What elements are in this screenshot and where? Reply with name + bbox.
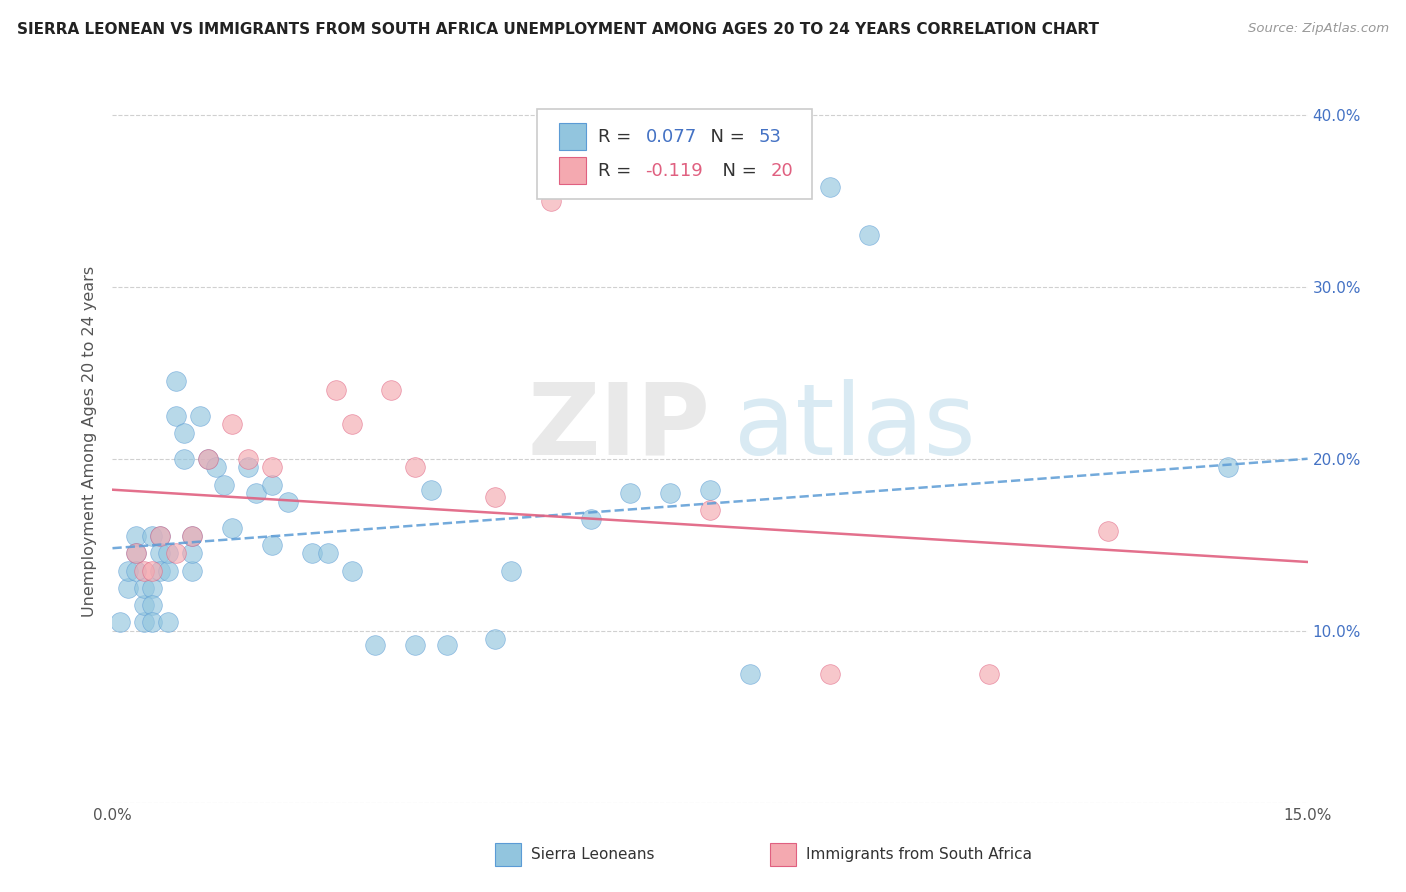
Point [188,409,211,423]
Text: SIERRA LEONEAN VS IMMIGRANTS FROM SOUTH AFRICA UNEMPLOYMENT AMONG AGES 20 TO 24 : SIERRA LEONEAN VS IMMIGRANTS FROM SOUTH … [17,22,1099,37]
Text: N =: N = [711,161,762,179]
Point [205,460,228,475]
Point [1216,460,1239,475]
Point [110,615,132,630]
Point [149,564,172,578]
Point [420,483,443,497]
Bar [495,843,522,866]
Text: -0.119: -0.119 [645,161,703,179]
Point [149,529,172,543]
Point [134,581,156,595]
Point [1097,524,1119,538]
Point [197,451,219,466]
Point [659,486,682,500]
Point [221,417,243,432]
Point [117,564,139,578]
Text: N =: N = [699,128,751,145]
Text: 0.077: 0.077 [645,128,697,145]
Text: R =: R = [598,128,637,145]
Point [325,383,347,397]
Point [125,529,148,543]
Point [141,581,163,595]
Point [380,383,402,397]
Text: 20: 20 [770,161,794,179]
Point [173,425,195,440]
Point [173,451,195,466]
Point [579,512,602,526]
Point [197,451,219,466]
Bar [770,843,796,866]
Point [165,375,187,389]
Point [484,490,506,504]
Point [134,615,156,630]
Point [316,546,339,560]
Text: Immigrants from South Africa: Immigrants from South Africa [806,847,1032,863]
Point [436,638,458,652]
Point [157,546,180,560]
Point [818,180,841,194]
Point [117,581,139,595]
Y-axis label: Unemployment Among Ages 20 to 24 years: Unemployment Among Ages 20 to 24 years [82,266,97,617]
Point [499,564,522,578]
Point [260,460,283,475]
Point [212,477,235,491]
Text: atlas: atlas [734,378,976,475]
Point [540,194,562,208]
Point [340,564,363,578]
Point [134,564,156,578]
Point [301,546,323,560]
Point [818,666,841,681]
Point [141,615,163,630]
Bar [560,123,586,151]
Point [699,503,721,517]
Point [165,409,187,423]
Point [181,546,204,560]
Point [181,529,204,543]
Text: Source: ZipAtlas.com: Source: ZipAtlas.com [1249,22,1389,36]
Point [141,529,163,543]
Point [125,546,148,560]
Point [221,520,243,534]
Text: ZIP: ZIP [527,378,710,475]
Point [484,632,506,647]
Point [149,546,172,560]
Point [134,598,156,612]
Point [125,564,148,578]
Point [125,546,148,560]
Point [364,638,387,652]
Point [149,529,172,543]
Point [260,477,283,491]
Point [141,598,163,612]
Point [858,228,880,243]
Point [738,666,761,681]
Point [236,451,259,466]
Point [157,564,180,578]
Point [165,546,187,560]
Text: R =: R = [598,161,637,179]
Point [977,666,1000,681]
Point [141,564,163,578]
FancyBboxPatch shape [537,109,811,200]
Point [181,564,204,578]
Point [404,638,426,652]
Point [340,417,363,432]
Point [181,529,204,543]
Point [260,538,283,552]
Text: 53: 53 [759,128,782,145]
Point [404,460,426,475]
Point [157,615,180,630]
Point [699,483,721,497]
Point [619,486,641,500]
Bar [560,157,586,185]
Point [236,460,259,475]
Point [277,494,299,508]
Point [245,486,267,500]
Text: Sierra Leoneans: Sierra Leoneans [531,847,654,863]
